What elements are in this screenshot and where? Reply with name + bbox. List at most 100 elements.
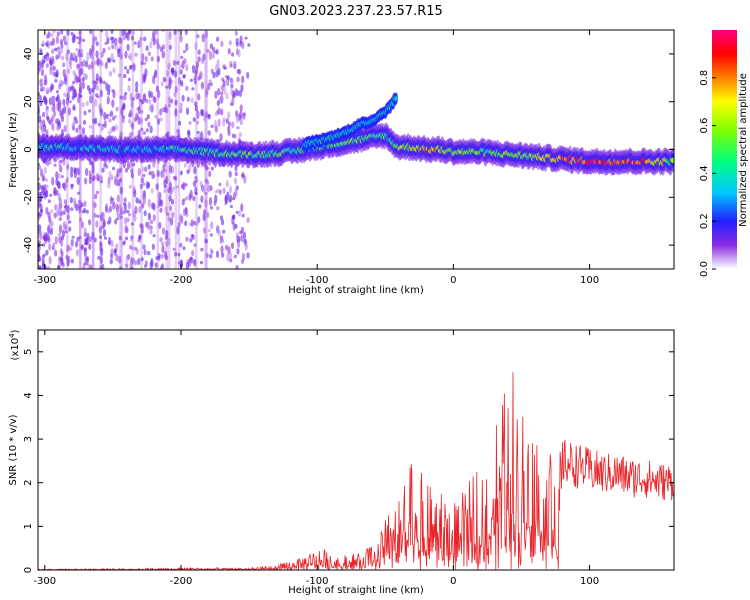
noise-mark (63, 199, 67, 205)
noise-mark (47, 265, 51, 269)
noise-mark (241, 42, 245, 50)
noise-mark (118, 255, 122, 264)
noise-mark (130, 35, 135, 41)
colorbar-tick-label: 0.4 (699, 165, 710, 181)
noise-mark (93, 202, 97, 209)
noise-mark (122, 36, 126, 41)
noise-mark (246, 252, 250, 259)
noise-mark (112, 67, 116, 74)
noise-mark (62, 68, 66, 78)
noise-mark (67, 68, 71, 74)
noise-mark (59, 211, 63, 217)
noise-mark (232, 222, 236, 231)
noise-mark (108, 118, 112, 123)
noise-mark (234, 224, 238, 229)
noise-mark (112, 166, 116, 171)
noise-mark (67, 107, 71, 116)
snr-frame (37, 329, 675, 571)
noise-mark (214, 90, 218, 99)
noise-mark (135, 92, 139, 100)
noise-mark (158, 191, 162, 201)
noise-mark (52, 71, 56, 77)
noise-mark (88, 125, 92, 129)
noise-mark (192, 195, 196, 202)
noise-mark (92, 36, 96, 45)
noise-mark (145, 128, 149, 133)
noise-mark (103, 111, 107, 121)
noise-mark (103, 120, 107, 129)
noise-mark (100, 175, 104, 184)
noise-mark (123, 197, 127, 203)
spectrogram-y-tick-label: 20 (23, 95, 34, 108)
noise-mark (207, 130, 211, 136)
noise-mark (189, 189, 193, 199)
noise-mark (118, 235, 122, 241)
noise-mark (106, 36, 110, 45)
noise-mark (168, 31, 172, 40)
noise-mark (95, 41, 99, 47)
noise-mark (66, 92, 70, 101)
noise-mark (71, 95, 75, 101)
noise-mark (215, 250, 220, 258)
noise-mark (144, 68, 148, 77)
noise-mark (195, 61, 200, 68)
noise-mark (121, 116, 125, 124)
noise-mark (77, 49, 81, 58)
noise-mark (53, 213, 57, 219)
snr-y-tick-label: 5 (23, 349, 34, 355)
noise-mark (40, 69, 45, 76)
noise-mark (47, 199, 52, 203)
noise-mark (207, 229, 211, 233)
noise-mark (235, 110, 239, 118)
noise-mark (242, 113, 246, 120)
noise-mark (130, 168, 134, 174)
noise-mark (199, 70, 203, 80)
noise-mark (154, 30, 158, 35)
noise-mark (161, 50, 165, 58)
noise-mark (170, 67, 174, 73)
noise-mark (105, 203, 109, 209)
noise-mark (85, 73, 89, 80)
noise-mark (179, 242, 183, 248)
noise-mark (69, 52, 74, 61)
noise-mark (185, 85, 189, 92)
noise-mark (85, 209, 89, 214)
noise-mark (135, 248, 139, 256)
noise-mark (130, 100, 134, 109)
noise-mark (182, 50, 186, 54)
noise-mark (105, 30, 109, 38)
noise-mark (205, 87, 209, 94)
snr-y-tick-label: 2 (23, 480, 34, 486)
noise-mark (156, 55, 160, 63)
noise-mark (164, 255, 168, 261)
noise-mark (137, 258, 141, 266)
noise-mark (100, 30, 104, 33)
noise-mark (83, 227, 87, 236)
noise-mark (234, 171, 238, 177)
noise-mark (111, 45, 115, 50)
noise-mark (150, 187, 154, 194)
noise-mark (41, 186, 45, 194)
noise-mark (222, 64, 226, 70)
noise-mark (163, 188, 167, 194)
noise-mark (167, 237, 171, 246)
noise-mark (119, 215, 123, 219)
noise-mark (237, 49, 241, 58)
noise-mark (211, 51, 216, 60)
noise-mark (78, 30, 82, 35)
noise-mark (85, 60, 89, 68)
noise-mark (236, 248, 240, 255)
noise-mark (59, 165, 63, 173)
noise-mark (224, 194, 228, 204)
noise-mark (39, 191, 43, 200)
noise-mark (46, 162, 50, 167)
noise-mark (142, 182, 146, 187)
noise-mark (81, 102, 85, 108)
noise-mark (54, 249, 58, 257)
noise-mark (55, 35, 60, 45)
noise-mark (232, 192, 236, 200)
noise-mark (59, 159, 63, 163)
noise-mark (158, 222, 162, 229)
noise-mark (218, 189, 222, 195)
noise-mark (126, 43, 130, 52)
